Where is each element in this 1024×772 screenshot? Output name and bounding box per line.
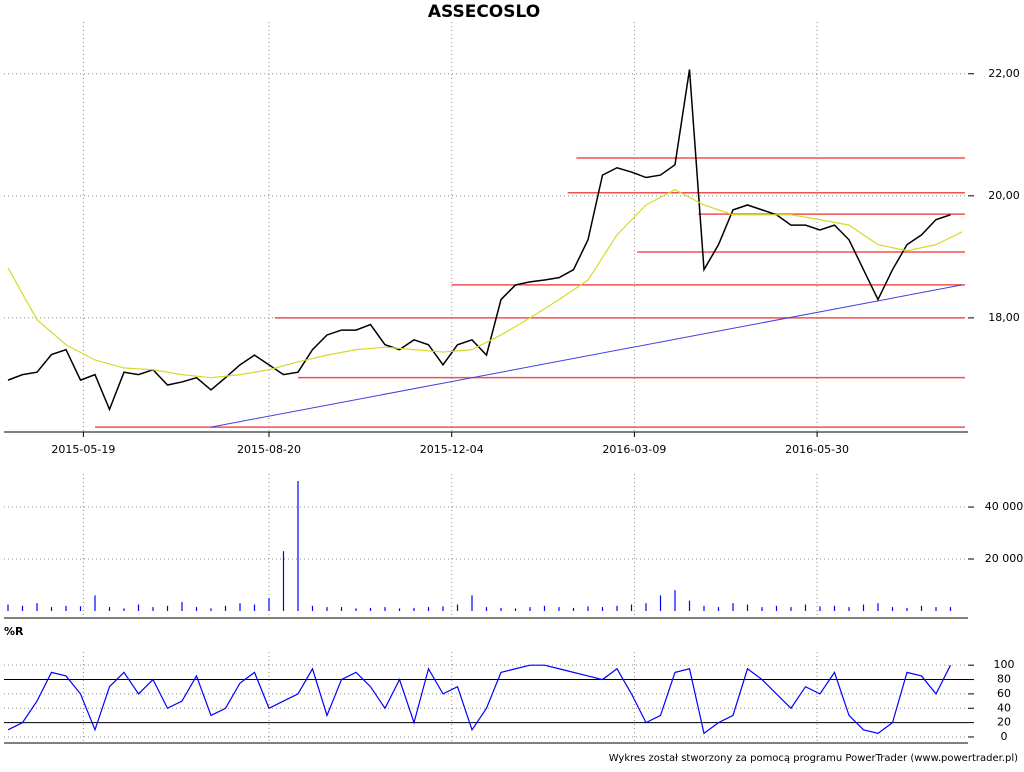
- bar: [848, 607, 850, 611]
- bar: [239, 603, 241, 611]
- y-tick-label: 18,00: [988, 311, 1020, 324]
- bar: [790, 607, 792, 611]
- bar: [471, 595, 473, 611]
- y-tick-label: 22,00: [988, 67, 1020, 80]
- trend-line: [210, 284, 963, 428]
- bar: [108, 607, 111, 611]
- data-line: [7, 664, 952, 735]
- x-tick-label: 2016-05-30: [785, 443, 849, 456]
- bar: [529, 607, 531, 611]
- bar: [326, 607, 328, 611]
- bar: [949, 607, 952, 611]
- bar: [717, 607, 720, 611]
- bar: [253, 604, 256, 611]
- bar: [630, 604, 633, 611]
- x-tick-label: 2016-03-09: [602, 443, 666, 456]
- bar: [152, 607, 154, 611]
- bar: [21, 605, 24, 611]
- bar: [674, 590, 676, 611]
- bar: [761, 607, 763, 611]
- bar: [500, 607, 502, 611]
- bar: [587, 606, 589, 611]
- bar: [65, 605, 67, 611]
- bar: [384, 607, 386, 611]
- y-tick-label: 20 000: [985, 552, 1024, 565]
- bar: [355, 608, 357, 611]
- bar: [572, 607, 575, 611]
- bar: [340, 607, 343, 611]
- x-tick-label: 2015-05-19: [51, 443, 115, 456]
- bar: [558, 607, 560, 611]
- bar: [543, 605, 546, 611]
- bar: [601, 607, 604, 611]
- bar: [413, 607, 415, 611]
- y-tick-label: 20,00: [988, 189, 1020, 202]
- y-tick-label: 80: [997, 673, 1011, 686]
- y-tick-label: 60: [997, 687, 1011, 700]
- bar: [920, 605, 923, 611]
- bar: [311, 605, 314, 611]
- y-tick-label: 20: [997, 716, 1011, 729]
- bar: [906, 607, 908, 611]
- x-tick-label: 2015-08-20: [237, 443, 301, 456]
- bar: [442, 606, 444, 611]
- bar: [210, 608, 212, 611]
- footer: Wykres został stworzony za pomocą progra…: [609, 753, 1018, 764]
- y-tick-label: 100: [994, 658, 1015, 671]
- bar: [268, 598, 270, 611]
- bar: [398, 608, 401, 611]
- bar: [282, 551, 285, 611]
- bar: [862, 604, 865, 611]
- bar: [7, 604, 9, 611]
- bar: [819, 606, 821, 611]
- bar: [36, 603, 38, 611]
- bar: [514, 608, 517, 611]
- bar: [195, 607, 198, 611]
- bar: [123, 608, 125, 611]
- bar: [79, 606, 82, 611]
- bar: [804, 604, 807, 611]
- bar: [891, 607, 894, 611]
- bar: [456, 604, 459, 611]
- bar: [369, 607, 372, 611]
- chart-title: ASSECOSLO: [428, 2, 540, 22]
- bar: [746, 604, 749, 611]
- bar: [833, 605, 836, 611]
- bar: [688, 600, 691, 611]
- bar: [775, 605, 778, 611]
- bar: [427, 607, 430, 611]
- bar: [732, 603, 734, 611]
- data-line: [7, 69, 951, 412]
- bar: [94, 595, 96, 611]
- bar: [645, 603, 647, 611]
- y-tick-label: 0: [1001, 730, 1008, 743]
- bar: [877, 603, 879, 611]
- y-tick-label: 40: [997, 701, 1011, 714]
- bar: [485, 607, 488, 611]
- x-tick-label: 2015-12-04: [420, 443, 484, 456]
- data-line: [7, 189, 963, 379]
- panel-title: %R: [4, 625, 24, 638]
- bar: [616, 605, 618, 611]
- bar: [224, 605, 227, 611]
- y-tick-label: 40 000: [985, 500, 1024, 513]
- bar: [166, 605, 169, 611]
- bar: [137, 604, 140, 611]
- bar: [297, 481, 299, 611]
- bar: [181, 601, 183, 611]
- bar: [50, 607, 53, 611]
- bar: [659, 595, 662, 611]
- bar: [703, 605, 705, 611]
- bar: [935, 607, 937, 611]
